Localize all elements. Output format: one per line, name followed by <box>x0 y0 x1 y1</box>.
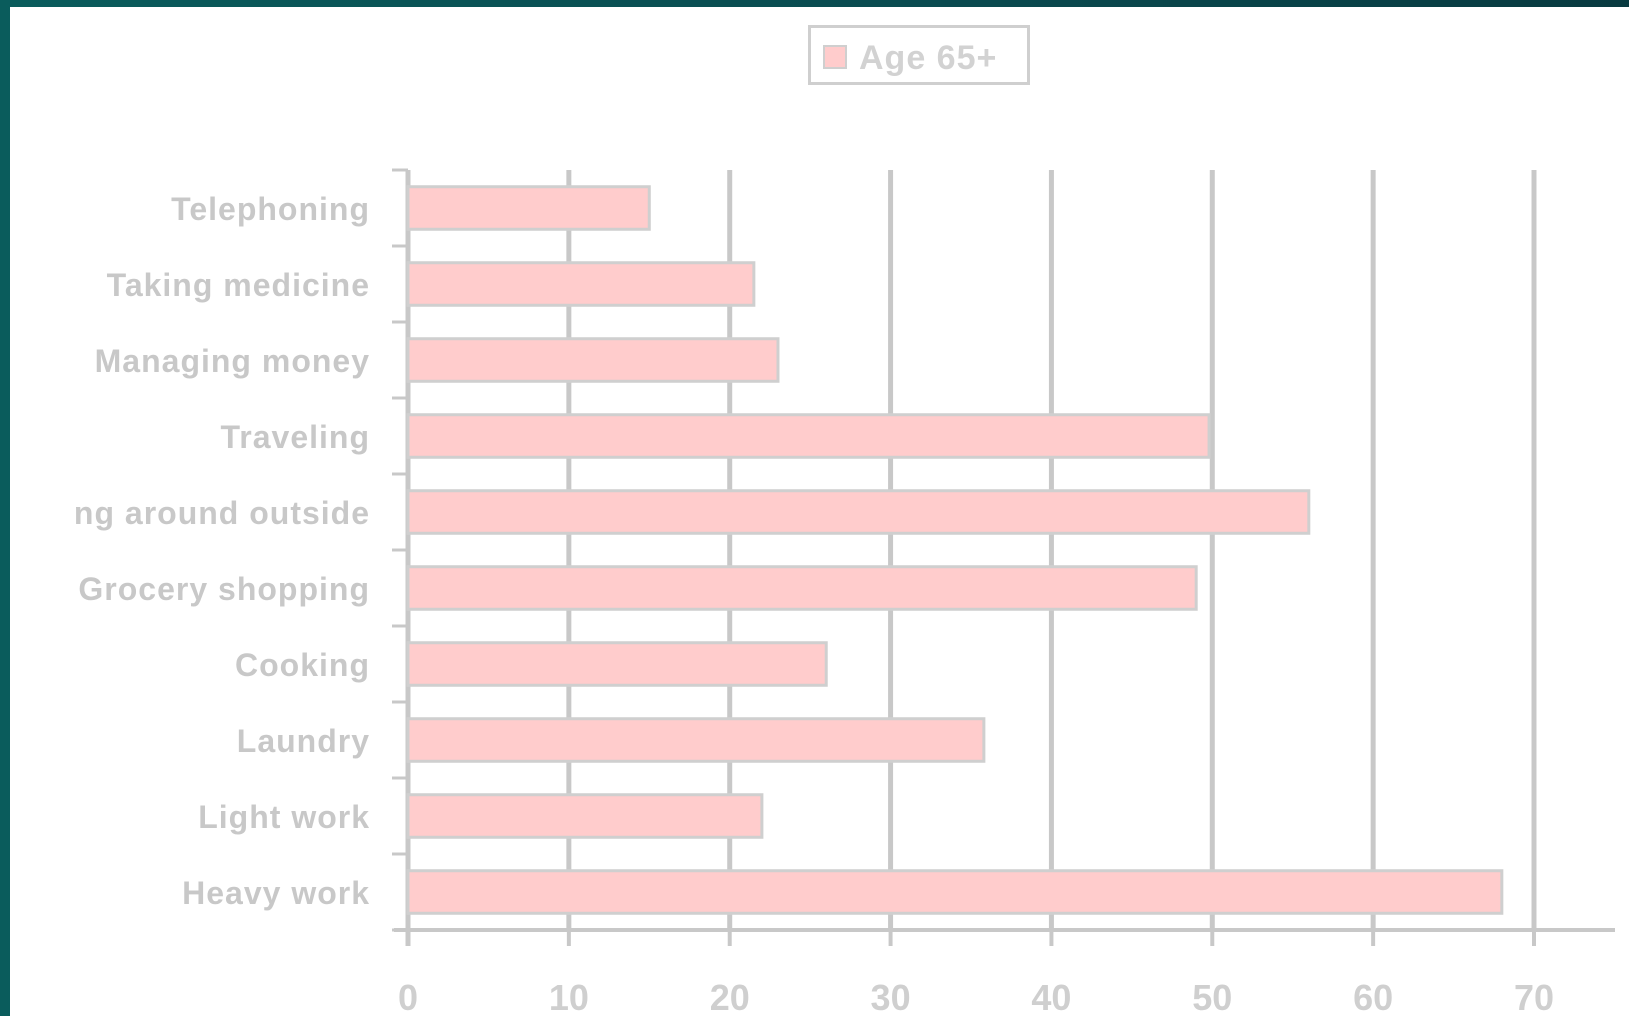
x-tick-label: 60 <box>1353 977 1393 1016</box>
x-tick-label: 50 <box>1192 977 1232 1016</box>
x-tick-label: 10 <box>549 977 589 1016</box>
bar <box>406 793 764 839</box>
x-tick-label: 30 <box>871 977 911 1016</box>
bar <box>406 261 756 307</box>
bar <box>406 489 1311 535</box>
bar <box>406 869 1504 915</box>
legend-label: Age 65+ <box>859 39 998 77</box>
legend: Age 65+ <box>808 25 1030 85</box>
bar <box>406 413 1211 459</box>
category-label: Telephoning <box>171 191 370 227</box>
category-label: Cooking <box>235 647 370 683</box>
x-tick-label: 0 <box>398 977 418 1016</box>
x-tick-label: 20 <box>710 977 750 1016</box>
bar <box>406 641 828 687</box>
x-tick-label: 40 <box>1031 977 1071 1016</box>
category-label: Taking medicine <box>107 267 370 303</box>
bar <box>406 337 780 383</box>
category-label: Light work <box>198 799 370 835</box>
category-label: Laundry <box>237 723 370 759</box>
category-label: Traveling <box>221 419 371 455</box>
category-label: Managing money <box>95 343 370 379</box>
category-label: Grocery shopping <box>78 571 370 607</box>
category-label: ng around outside <box>74 495 370 531</box>
legend-swatch <box>823 45 847 69</box>
category-label: Heavy work <box>182 875 370 911</box>
bar <box>406 565 1198 611</box>
bar <box>406 717 986 763</box>
x-tick-label: 70 <box>1514 977 1554 1016</box>
bar <box>406 185 651 231</box>
